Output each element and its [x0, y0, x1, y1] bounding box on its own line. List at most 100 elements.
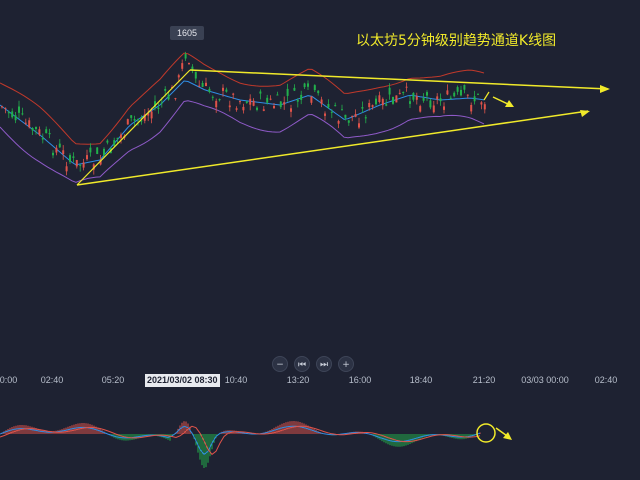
candle-body — [194, 71, 197, 79]
peak-price-label: 1605 — [170, 26, 204, 40]
candle-body — [395, 95, 398, 103]
candle-body — [140, 120, 143, 122]
candle-body — [208, 88, 211, 92]
candle-body — [473, 96, 476, 102]
candle-body — [273, 106, 275, 109]
x-tick-label: 18:40 — [410, 375, 433, 385]
candle-body — [184, 54, 187, 59]
candle-body — [154, 101, 156, 108]
x-tick-label: 05:20 — [102, 375, 125, 385]
candle-body — [307, 83, 309, 87]
x-tick-label: 02:40 — [41, 375, 64, 385]
candle-body — [65, 166, 68, 172]
candle-body — [269, 98, 272, 100]
candle-body — [466, 94, 469, 96]
candle-body — [82, 162, 85, 168]
next-page-button[interactable]: ⏭ — [316, 356, 332, 372]
candle-body — [483, 104, 486, 110]
macd-down-arrowhead — [503, 432, 512, 440]
candle-body — [364, 117, 367, 119]
candle-body — [79, 164, 82, 166]
candle-body — [381, 98, 384, 106]
candle-body — [126, 119, 129, 125]
prev-page-button[interactable]: ⏮ — [294, 356, 310, 372]
candle-body — [211, 96, 214, 98]
x-tick-label: 10:40 — [225, 375, 248, 385]
upper-trend-arrowhead — [600, 85, 610, 93]
candle-body — [55, 147, 58, 153]
candle-body — [52, 152, 54, 156]
candle-body — [327, 104, 330, 108]
candle-body — [120, 134, 122, 138]
candle-body — [11, 111, 14, 118]
candle-body — [191, 66, 194, 71]
candle-body — [432, 105, 435, 113]
candle-body — [164, 89, 167, 91]
candle-body — [252, 100, 255, 106]
candle-body — [398, 92, 401, 94]
candle-body — [286, 88, 289, 96]
candle-body — [103, 148, 105, 156]
candle-body — [147, 112, 150, 116]
candle-body — [456, 87, 459, 92]
up-projection-arrow — [483, 91, 490, 101]
candle-body — [436, 96, 439, 100]
candle-body — [198, 85, 201, 87]
candle-body — [303, 83, 306, 88]
candle-body — [429, 100, 432, 108]
candle-body — [249, 98, 252, 105]
macd-highlight-circle — [476, 423, 496, 443]
candle-body — [96, 147, 99, 154]
upper-band-line — [0, 52, 485, 145]
candle-body — [150, 111, 153, 119]
candle-body — [86, 155, 88, 160]
candle-body — [239, 101, 241, 103]
candle-body — [174, 98, 177, 100]
candle-body — [351, 115, 354, 117]
x-tick-label: 21:20 — [473, 375, 496, 385]
candle-body — [41, 138, 44, 140]
candle-body — [143, 114, 146, 121]
lower-trend-line — [76, 110, 589, 186]
x-tick-label: 03/03 00:00 — [521, 375, 569, 385]
x-tick-label: 00:00 — [0, 375, 17, 385]
candle-body — [242, 106, 245, 111]
candle-body — [38, 129, 41, 135]
candle-body — [45, 129, 48, 134]
candle-body — [334, 105, 337, 107]
candle-body — [256, 107, 258, 110]
candle-body — [477, 93, 479, 95]
chart-controls: − ⏮ ⏭ + — [272, 355, 354, 373]
candle-body — [419, 106, 422, 112]
candle-body — [188, 63, 190, 64]
candle-body — [48, 133, 51, 135]
candle-body — [235, 108, 238, 110]
candle-body — [439, 98, 442, 102]
candle-body — [1, 106, 3, 108]
candle-body — [245, 101, 248, 103]
x-tick-label: 16:00 — [349, 375, 372, 385]
candle-body — [463, 85, 466, 90]
candle-body — [460, 89, 462, 96]
candle-body — [426, 92, 428, 96]
candle-body — [313, 85, 316, 91]
zoom-out-button[interactable]: − — [272, 356, 288, 372]
candle-body — [72, 156, 75, 158]
candle-body — [283, 102, 286, 105]
x-tick-label: 02:40 — [595, 375, 618, 385]
middle-band-line — [0, 80, 485, 166]
candle-body — [31, 128, 34, 131]
zoom-in-button[interactable]: + — [338, 356, 354, 372]
candle-body — [62, 150, 65, 154]
candle-body — [228, 105, 231, 108]
candle-body — [205, 82, 207, 86]
candle-body — [279, 101, 282, 108]
chart-title: 以太坊5分钟级别趋势通道K线图 — [356, 33, 557, 49]
candle-body — [7, 112, 10, 114]
candle-body — [337, 121, 340, 124]
candle-body — [89, 147, 92, 153]
candle-body — [296, 99, 299, 102]
candle-body — [402, 92, 405, 93]
crosshair-time-label: 2021/03/02 08:30 — [145, 374, 220, 387]
